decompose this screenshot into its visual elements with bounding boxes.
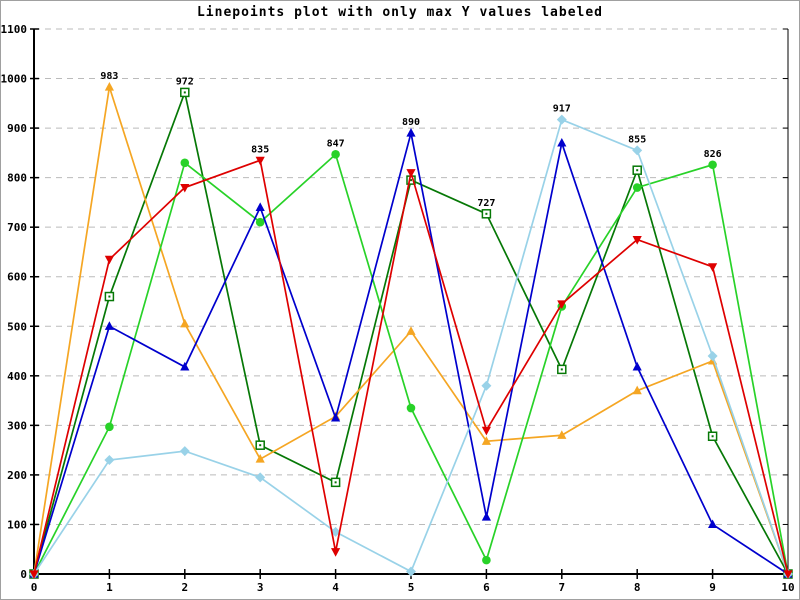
data-point-marker — [632, 361, 642, 371]
data-point-marker-dot — [108, 295, 111, 298]
data-point-marker — [708, 263, 718, 272]
max-value-label: 727 — [477, 198, 495, 209]
y-tick-label: 500 — [7, 320, 27, 333]
series-red-triangle-down — [29, 156, 793, 579]
y-tick-label: 700 — [7, 221, 27, 234]
x-tick-label: 7 — [558, 581, 565, 594]
y-tick-label: 200 — [7, 469, 27, 482]
max-value-label: 855 — [628, 134, 646, 145]
data-point-marker-dot — [485, 212, 488, 215]
data-point-marker-dot — [259, 444, 262, 447]
y-tick-label: 900 — [7, 122, 27, 135]
data-point-marker — [481, 380, 492, 391]
series-green-circle — [29, 150, 793, 579]
data-point-marker-dot — [636, 169, 639, 172]
data-point-marker — [632, 235, 642, 245]
data-point-marker — [331, 412, 341, 422]
data-point-marker-dot — [560, 368, 563, 371]
data-point-marker — [632, 145, 643, 156]
y-tick-label: 600 — [7, 271, 27, 284]
max-value-label: 890 — [402, 117, 420, 128]
data-point-marker — [557, 300, 567, 309]
data-point-marker — [104, 81, 114, 91]
data-point-marker — [406, 169, 416, 178]
y-tick-label: 1000 — [1, 73, 27, 86]
data-point-marker — [406, 128, 416, 137]
series-line — [33, 152, 789, 575]
data-point-marker-dot — [711, 435, 714, 438]
y-tick-label: 400 — [7, 370, 27, 383]
data-point-marker — [557, 137, 567, 147]
x-tick-label: 8 — [634, 581, 641, 594]
data-point-marker — [104, 455, 115, 466]
series-orange-triangle-up — [29, 81, 793, 578]
data-point-marker — [255, 454, 265, 463]
chart-title: Linepoints plot with only max Y values l… — [196, 5, 604, 20]
data-point-marker — [632, 183, 642, 192]
data-point-marker — [481, 512, 491, 521]
data-point-marker — [406, 326, 416, 335]
series-line — [33, 159, 789, 575]
data-point-marker — [406, 403, 416, 413]
data-point-marker-dot — [183, 91, 186, 94]
data-point-marker — [331, 150, 340, 159]
data-point-marker — [180, 158, 190, 168]
data-point-marker-dot — [410, 179, 412, 182]
max-value-label: 826 — [704, 149, 722, 160]
data-point-marker — [556, 114, 567, 125]
y-tick-label: 0 — [20, 568, 27, 581]
x-tick-label: 6 — [483, 581, 490, 594]
data-point-marker — [105, 422, 114, 432]
x-tick-label: 3 — [257, 581, 264, 594]
data-point-marker — [482, 555, 491, 565]
max-value-labels: 983 972 835 847 890 727 917 855 826 — [100, 71, 721, 209]
data-point-marker — [557, 430, 567, 439]
data-point-marker — [481, 426, 491, 436]
gridlines — [34, 28, 788, 525]
y-tick-label: 1100 — [1, 23, 27, 36]
data-point-marker — [708, 519, 718, 529]
x-tick-label: 5 — [408, 581, 415, 594]
max-value-label: 847 — [327, 138, 345, 149]
y-tick-label: 300 — [7, 419, 27, 432]
x-tick-label: 0 — [31, 581, 38, 594]
y-tick-label: 100 — [7, 518, 27, 531]
data-point-marker — [255, 202, 265, 211]
max-value-label: 972 — [176, 76, 194, 87]
data-point-marker — [29, 570, 39, 579]
data-point-marker — [481, 436, 491, 445]
data-point-marker — [104, 321, 114, 330]
data-point-marker — [180, 361, 190, 371]
data-point-marker — [255, 217, 265, 227]
data-point-marker-dot — [334, 481, 337, 484]
data-point-marker — [783, 570, 793, 579]
x-tick-label: 10 — [781, 581, 794, 594]
data-point-marker — [708, 160, 717, 170]
data-point-marker — [179, 446, 190, 457]
y-tick-label: 800 — [7, 172, 27, 185]
data-point-marker — [331, 548, 341, 557]
max-value-label: 983 — [100, 71, 118, 82]
data-point-marker — [632, 385, 642, 395]
data-point-marker — [406, 566, 416, 577]
data-point-marker — [180, 318, 190, 328]
x-tick-label: 4 — [332, 581, 339, 594]
x-tick-label: 9 — [709, 581, 716, 594]
max-value-label: 835 — [251, 144, 269, 155]
data-point-marker — [104, 255, 114, 265]
x-tick-label: 1 — [106, 581, 113, 594]
max-value-label: 917 — [553, 104, 571, 115]
x-tick-label: 2 — [181, 581, 188, 594]
data-point-marker — [255, 472, 266, 483]
data-point-marker — [180, 183, 190, 193]
y-axis-ticks: 0 100 200 300 400 500 600 700 800 900 1000 1100 — [1, 23, 788, 581]
data-point-marker — [707, 351, 718, 361]
data-point-marker — [255, 156, 265, 166]
series-line — [33, 132, 789, 575]
